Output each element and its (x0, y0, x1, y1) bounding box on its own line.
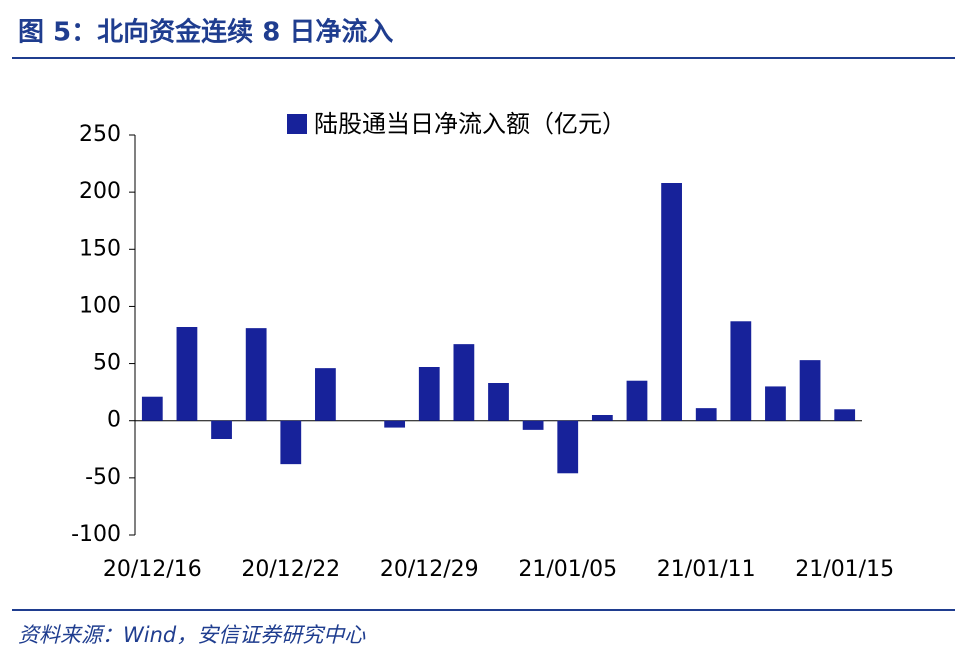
x-tick-label: 20/12/29 (380, 557, 479, 582)
bar (315, 368, 336, 421)
bar (384, 420, 406, 428)
x-tick-label: 20/12/22 (241, 557, 340, 582)
y-tick-label: 250 (79, 122, 121, 147)
x-tick-label: 21/01/11 (657, 557, 756, 582)
y-tick-label: -50 (85, 465, 121, 490)
bar (141, 396, 163, 421)
bar (591, 415, 613, 421)
bar (245, 328, 267, 421)
y-tick-label: 200 (79, 179, 121, 204)
bar (488, 383, 509, 421)
legend-label: 陆股通当日净流入额（亿元） (314, 110, 626, 138)
bar (695, 408, 717, 421)
source-note: 资料来源：Wind，安信证券研究中心 (18, 623, 366, 647)
bar (453, 344, 475, 421)
legend-swatch (287, 114, 307, 134)
chart-title: 图 5：北向资金连续 8 日净流入 (18, 17, 393, 48)
bar (834, 409, 856, 421)
bar (557, 420, 579, 474)
bar (418, 367, 440, 421)
bar (211, 420, 232, 439)
bar (661, 183, 682, 421)
bar (626, 380, 648, 421)
bar (730, 321, 752, 421)
x-tick-label: 20/12/16 (103, 557, 202, 582)
bar (765, 386, 786, 421)
y-tick-label: 100 (79, 293, 121, 318)
bar (280, 420, 302, 465)
bar (799, 360, 821, 421)
bar (522, 420, 544, 430)
y-tick-label: 50 (93, 351, 121, 376)
y-tick-label: -100 (71, 522, 121, 547)
x-tick-label: 21/01/15 (795, 557, 894, 582)
bar (176, 327, 198, 421)
x-tick-label: 21/01/05 (518, 557, 617, 582)
y-tick-label: 0 (107, 408, 121, 433)
y-tick-label: 150 (79, 236, 121, 261)
